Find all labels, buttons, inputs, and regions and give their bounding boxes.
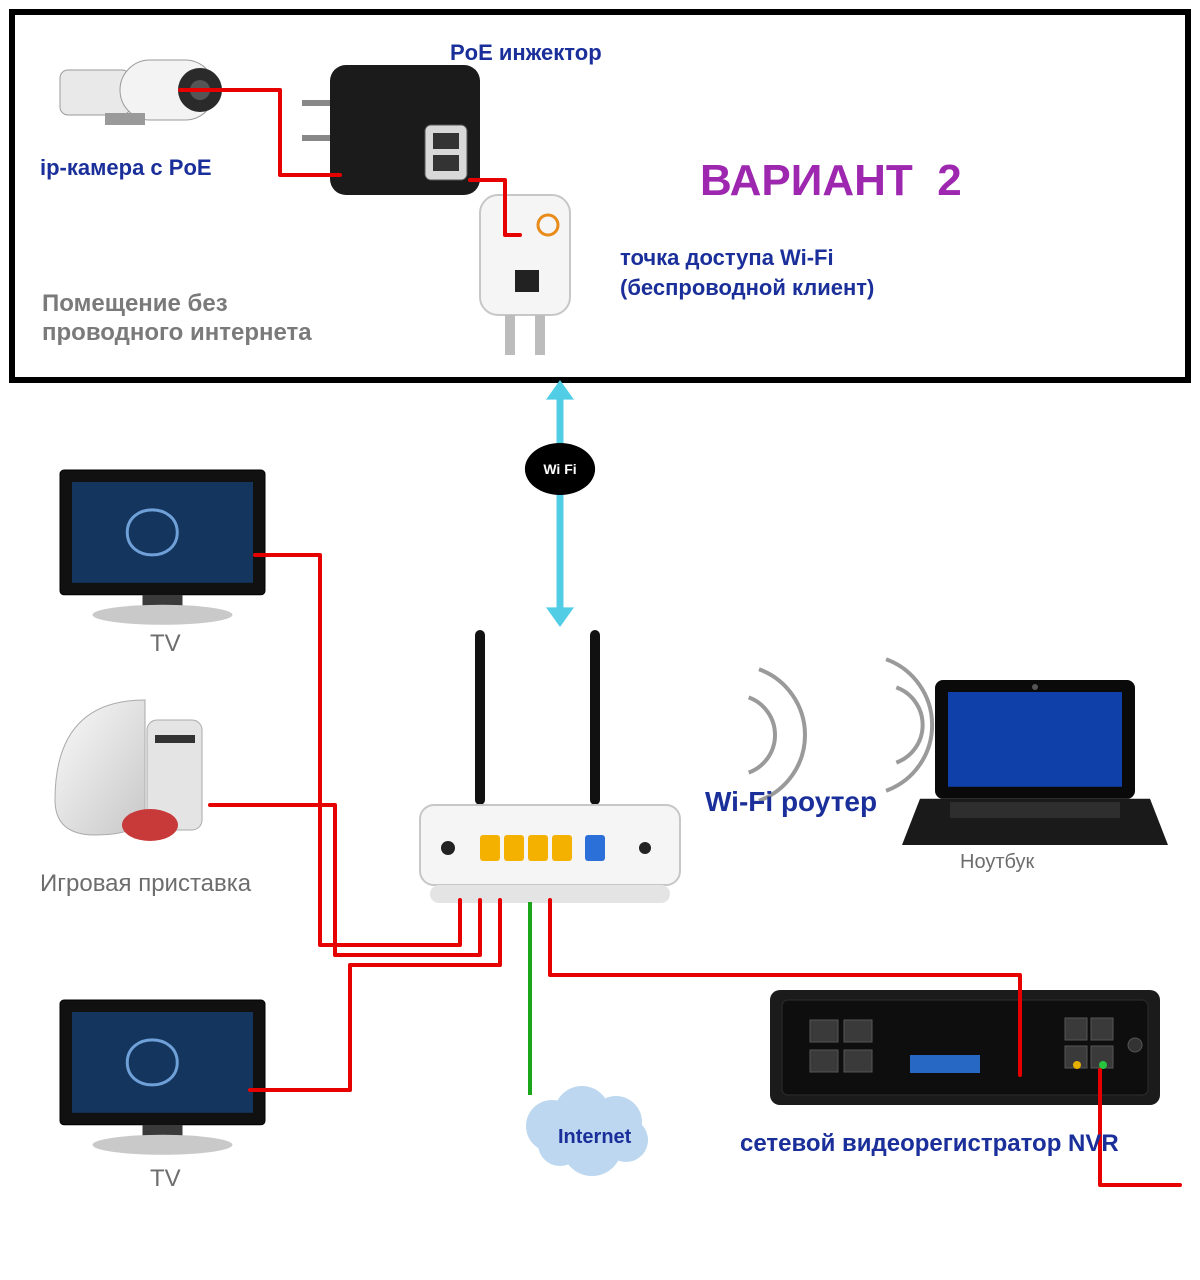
- wifi-signal-arcs: [886, 659, 932, 791]
- tv-2: [60, 1000, 265, 1155]
- label-gc: Игровая приставка: [40, 870, 251, 899]
- label-camera: ip-камера с PoE: [40, 155, 212, 181]
- tv-1: [60, 470, 265, 625]
- wifi-badge: Wi Fi: [525, 443, 595, 495]
- game-console: [55, 700, 202, 841]
- wifi-router: [420, 630, 680, 903]
- label-nvr: сетевой видеорегистратор NVR: [740, 1130, 1119, 1159]
- ethernet-cable: [250, 900, 500, 1090]
- svg-text:Wi Fi: Wi Fi: [543, 461, 576, 477]
- label-ap2: (беспроводной клиент): [620, 275, 874, 301]
- room-note: Помещение без проводного интернета: [42, 290, 312, 348]
- wifi-signal-arcs: [749, 669, 805, 801]
- label-internet: Internet: [558, 1125, 631, 1149]
- label-tv1: TV: [150, 630, 181, 659]
- ethernet-cable: [255, 555, 460, 945]
- diagram-title: ВАРИАНТ 2: [700, 155, 962, 208]
- arrow-head: [546, 607, 574, 627]
- wifi-access-point: [480, 195, 570, 355]
- ip-camera: [60, 60, 222, 125]
- label-router: Wi-Fi роутер: [705, 785, 877, 819]
- label-ap1: точка доступа Wi-Fi: [620, 245, 834, 271]
- label-laptop: Ноутбук: [960, 850, 1034, 874]
- laptop: [902, 680, 1168, 845]
- label-tv2: TV: [150, 1165, 181, 1194]
- label-poe: PoE инжектор: [450, 40, 602, 66]
